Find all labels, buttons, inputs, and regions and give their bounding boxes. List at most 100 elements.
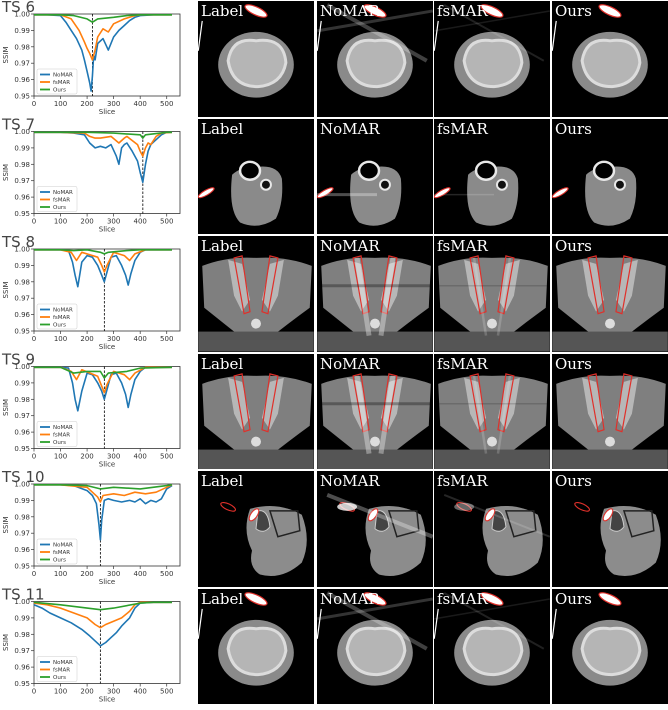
column-label: fsMAR (437, 589, 488, 608)
ct-slice-image (434, 591, 550, 686)
x-tick-label: 200 (80, 335, 93, 343)
column-label: Ours (555, 2, 592, 20)
ct-slice-image (326, 493, 433, 577)
column-label: fsMAR (437, 472, 488, 490)
y-axis-label: SSIM (2, 47, 10, 64)
legend-label: NoMAR (53, 660, 73, 666)
y-tick-label: 0.98 (14, 631, 30, 639)
x-axis-label: Slice (99, 343, 116, 351)
y-tick-label: 1.00 (14, 11, 30, 19)
column-label: NoMAR (320, 472, 380, 490)
y-axis-label: SSIM (2, 517, 10, 534)
ssim-plots-column: TS 6 0.95 0.96 0.97 0.98 0.99 1.00 0 100 200 300 40… (0, 0, 198, 706)
x-tick-label: 400 (133, 100, 146, 108)
y-tick-label: 0.95 (14, 563, 30, 571)
x-tick-label: 500 (160, 218, 173, 226)
y-tick-label: 0.99 (14, 614, 30, 622)
legend-label: Ours (53, 675, 66, 681)
x-axis-label: Slice (99, 461, 116, 469)
column-label: Ours (555, 119, 592, 138)
ct-panel: NoMAR (317, 118, 433, 234)
series-line-fsmar (34, 484, 173, 503)
column-label: Ours (555, 237, 592, 255)
y-tick-label: 1.00 (14, 481, 30, 489)
chart-title: TS 7 (1, 116, 35, 134)
y-tick-label: 0.95 (14, 210, 30, 218)
ct-slice-image (220, 501, 307, 577)
ssim-chart: TS 6 0.95 0.96 0.97 0.98 0.99 1.00 0 100 200 300 40… (1, 0, 181, 116)
y-axis-label: SSIM (2, 282, 10, 299)
series-line-ours (33, 601, 172, 611)
ct-panel: Label (198, 236, 314, 352)
x-axis-label: Slice (99, 578, 116, 586)
y-tick-label: 0.97 (14, 177, 30, 185)
x-axis-label: Slice (99, 696, 116, 704)
x-tick-label: 300 (107, 453, 120, 461)
ct-slice-image (434, 255, 550, 352)
x-tick-label: 200 (80, 453, 93, 461)
legend-label: fsMAR (53, 550, 70, 556)
ssim-chart: TS 8 0.95 0.96 0.97 0.98 0.99 1.00 0 100 200 300 40… (1, 233, 181, 351)
ct-panel: fsMAR (434, 353, 550, 469)
x-tick-label: 500 (160, 335, 173, 343)
ct-slice-image (317, 3, 433, 98)
x-tick-label: 0 (32, 335, 36, 343)
ct-panel: fsMAR (434, 471, 550, 587)
image-row: Label NoMAR fsMAR Ours (198, 353, 668, 469)
ct-panel: Ours (552, 353, 668, 469)
series-line-ours (34, 366, 173, 379)
y-tick-label: 0.95 (14, 93, 30, 101)
x-tick-label: 400 (133, 218, 146, 226)
y-tick-label: 0.97 (14, 295, 30, 303)
x-tick-label: 400 (133, 688, 146, 696)
ssim-chart: TS 10 0.95 0.96 0.97 0.98 0.99 1.00 0 100 200 300 4… (1, 468, 181, 586)
x-tick-label: 400 (133, 335, 146, 343)
column-label: fsMAR (437, 354, 488, 373)
ssim-chart: TS 11 0.95 0.96 0.97 0.98 0.99 1.00 0 100 200 300 4… (1, 586, 181, 704)
y-tick-label: 0.97 (14, 60, 30, 68)
x-tick-label: 0 (32, 453, 36, 461)
legend-label: Ours (53, 205, 66, 211)
x-tick-label: 300 (107, 570, 120, 578)
ct-panel: Label (198, 118, 314, 234)
ct-panel: Label (198, 471, 314, 587)
ct-panel: Label (198, 353, 314, 469)
ct-slice-image (434, 372, 550, 469)
ct-slice-image (552, 372, 668, 469)
x-tick-label: 500 (160, 453, 173, 461)
ct-panel: fsMAR (434, 118, 550, 234)
ct-slice-image (443, 493, 550, 577)
y-tick-label: 0.96 (14, 546, 30, 554)
chart-title: TS 10 (1, 468, 45, 486)
ct-slice-image (198, 160, 283, 226)
x-tick-label: 100 (54, 100, 67, 108)
image-row: Label NoMAR fsMAR Ours (198, 118, 668, 234)
ssim-plots-svg: TS 6 0.95 0.96 0.97 0.98 0.99 1.00 0 100 200 300 40… (1, 0, 181, 704)
ct-panel: NoMAR (317, 353, 433, 469)
ct-slice-image (574, 501, 661, 577)
legend-label: NoMAR (53, 190, 73, 196)
image-row: Label NoMAR fsMAR Ours (198, 1, 668, 117)
series-line-nomar (34, 484, 173, 541)
column-label: NoMAR (320, 589, 380, 608)
column-label: fsMAR (437, 119, 488, 138)
chart-title: TS 11 (1, 586, 45, 604)
y-tick-label: 0.98 (14, 396, 30, 404)
x-tick-label: 300 (107, 688, 120, 696)
y-tick-label: 0.99 (14, 27, 30, 35)
x-tick-label: 300 (107, 335, 120, 343)
ct-slice-image (317, 590, 433, 686)
x-tick-label: 200 (80, 688, 93, 696)
series-line-ours (34, 484, 173, 490)
y-tick-label: 0.95 (14, 328, 30, 336)
x-tick-label: 400 (133, 570, 146, 578)
ct-image-grid: Label NoMAR fsMAR Ours Label NoMAR fsMAR Ours La… (198, 0, 668, 706)
column-label: Label (201, 2, 244, 20)
legend-label: NoMAR (53, 308, 73, 314)
ct-slice-image (198, 591, 294, 686)
y-tick-label: 0.96 (14, 311, 30, 319)
chart-title: TS 6 (1, 0, 35, 16)
column-label: fsMAR (437, 237, 488, 255)
x-tick-label: 0 (32, 688, 36, 696)
x-tick-label: 500 (160, 570, 173, 578)
